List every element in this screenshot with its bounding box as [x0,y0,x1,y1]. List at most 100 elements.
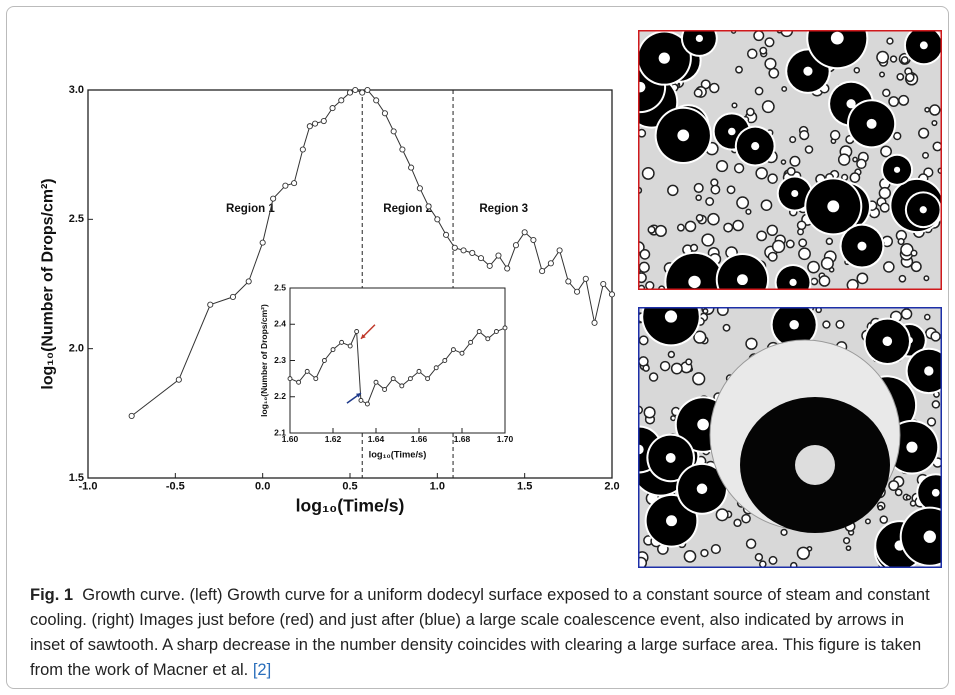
droplet [882,336,893,347]
data-point [207,301,214,308]
droplet [707,212,720,226]
droplet [764,57,777,70]
droplet [638,81,646,93]
data-point [291,180,298,187]
data-point [433,365,439,371]
droplet [726,185,736,195]
region-label: Region 1 [226,203,275,215]
droplet [776,265,810,290]
droplet [735,65,743,74]
droplet [677,129,690,142]
droplet [866,118,877,129]
droplet [754,553,764,562]
droplet [926,417,937,427]
droplet [879,71,886,78]
droplet [786,166,796,176]
data-point [450,347,456,353]
droplet [898,274,907,283]
data-point [382,387,388,392]
data-point [270,195,277,202]
droplet [898,94,910,106]
droplet [638,272,647,284]
droplet [803,66,813,76]
droplet [888,480,900,492]
droplet [810,277,819,286]
droplet [695,214,704,222]
droplet [638,284,646,290]
droplet [909,500,917,507]
photo [638,30,942,290]
droplet [767,173,778,184]
data-point [330,347,336,353]
droplet [930,331,941,342]
droplet [670,415,677,422]
droplet [771,239,786,254]
droplet [856,158,867,170]
droplet [853,66,861,74]
data-point [425,203,432,210]
droplet [641,166,655,180]
droplet [924,366,934,376]
droplet [700,548,709,558]
droplet [797,228,805,236]
droplet [893,166,901,173]
data-point [425,376,431,382]
droplet [768,555,778,565]
arrow-head [360,333,366,339]
droplet [643,406,656,419]
data-point [608,291,616,298]
droplet [645,280,655,290]
y-tick-label: 3.0 [69,84,84,96]
droplet [789,278,797,287]
droplet [716,307,729,317]
y-tick-label: 2.1 [274,427,286,437]
merged-drop-core [795,445,835,485]
data-point [459,350,465,356]
x-tick-label: 1.64 [368,434,385,444]
data-point [364,401,370,407]
data-point [530,236,537,244]
droplet [796,546,810,560]
data-point [485,336,491,342]
droplet [736,196,750,210]
droplet [880,145,892,158]
droplet [710,184,721,195]
droplet [900,56,909,65]
droplet [789,136,797,144]
y-axis-label: log₁₀(Number of Drops/cm²) [259,304,269,417]
droplet [654,224,667,237]
droplet [886,37,894,45]
data-point [359,89,366,96]
x-tick-label: 1.60 [282,434,299,444]
data-point [504,265,511,272]
droplet [830,31,844,45]
droplet [931,400,941,409]
figure-frame [6,6,949,689]
citation[interactable]: [2] [252,661,272,679]
droplet [882,88,891,98]
droplet [736,274,748,286]
data-point [245,278,252,285]
data-point [565,278,572,285]
droplet [827,200,840,213]
data-point [399,383,405,389]
caption: Fig. 1 Growth curve. (left) Growth curve… [30,583,935,683]
x-tick-label: 1.66 [411,434,428,444]
droplet [768,67,780,79]
droplet [781,85,788,92]
data-point [321,358,327,363]
droplet [905,494,912,501]
data-point [229,293,237,300]
data-point [416,185,423,192]
data-point [399,146,406,153]
x-tick-label: -0.5 [166,481,185,493]
data-point [338,97,345,104]
droplet [766,224,779,237]
droplet [684,220,697,233]
data-point [547,260,554,267]
droplet [689,243,699,252]
droplet [666,515,677,527]
y-tick-label: 2.3 [274,355,286,365]
droplet [888,96,900,107]
region-label: Region 2 [383,203,432,215]
